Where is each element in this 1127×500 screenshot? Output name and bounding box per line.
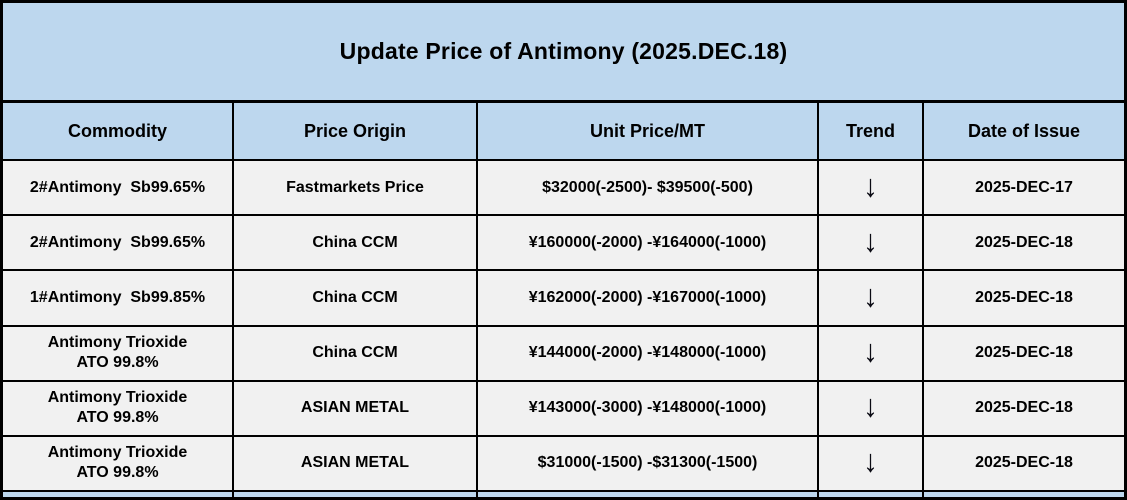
- partial-cell: [924, 492, 1124, 497]
- unit-price-cell: ¥144000(-2000) -¥148000(-1000): [478, 326, 819, 380]
- table-row: 2#Antimony Sb99.65% China CCM ¥160000(-2…: [3, 216, 1124, 272]
- price-origin-cell: ASIAN METAL: [234, 436, 478, 491]
- unit-price-cell: ¥143000(-3000) -¥148000(-1000): [478, 381, 819, 435]
- trend-cell: ↓: [819, 326, 924, 380]
- date-of-issue-cell: 2025-DEC-18: [975, 399, 1073, 417]
- down-arrow-icon: ↓: [863, 444, 878, 480]
- price-origin-cell: China CCM: [234, 326, 478, 380]
- column-header-unit-price: Unit Price/MT: [478, 103, 819, 159]
- commodity-grade: ATO 99.8%: [76, 464, 159, 482]
- column-header-price-origin: Price Origin: [234, 103, 478, 159]
- price-origin-cell: ASIAN METAL: [234, 381, 478, 435]
- unit-price-cell: $31000(-1500) -$31300(-1500): [478, 436, 819, 491]
- commodity-grade: ATO 99.8%: [76, 409, 159, 427]
- price-origin-cell: China CCM: [234, 216, 478, 270]
- unit-price-cell: ¥162000(-2000) -¥167000(-1000): [478, 271, 819, 325]
- date-of-issue-cell: 2025-DEC-18: [975, 288, 1073, 306]
- partial-cell: [3, 492, 234, 498]
- trend-cell: ↓: [819, 381, 924, 435]
- column-header-trend: Trend: [819, 103, 924, 159]
- date-of-issue-cell: 2025-DEC-18: [975, 454, 1073, 472]
- commodity-cell: 1#Antimony Sb99.85%: [3, 271, 234, 325]
- table-header-row: Commodity Price Origin Unit Price/MT Tre…: [3, 103, 1124, 161]
- commodity-name: 1#Antimony Sb99.85%: [29, 288, 206, 306]
- down-arrow-icon: ↓: [863, 223, 878, 259]
- next-row-partial-band: [3, 492, 1124, 498]
- table-row: Antimony Trioxide ATO 99.8% China CCM ¥1…: [3, 326, 1124, 382]
- partial-cell: [478, 492, 819, 498]
- price-origin-cell: China CCM: [234, 271, 478, 325]
- trend-cell: ↓: [819, 161, 924, 215]
- commodity-name: Antimony Trioxide: [47, 389, 188, 407]
- partial-cell: [819, 492, 924, 498]
- down-arrow-icon: ↓: [863, 168, 878, 204]
- commodity-grade: ATO 99.8%: [76, 354, 159, 372]
- date-of-issue-cell: 2025-DEC-17: [975, 178, 1073, 196]
- commodity-cell: Antimony Trioxide ATO 99.8%: [3, 326, 234, 380]
- commodity-cell: 2#Antimony Sb99.65%: [3, 216, 234, 270]
- trend-cell: ↓: [819, 271, 924, 325]
- commodity-cell: Antimony Trioxide ATO 99.8%: [3, 436, 234, 491]
- price-origin-cell: Fastmarkets Price: [234, 161, 478, 215]
- table-row: Antimony Trioxide ATO 99.8% ASIAN METAL …: [3, 381, 1124, 437]
- unit-price-cell: $32000(-2500)- $39500(-500): [478, 161, 819, 215]
- partial-cell: [234, 492, 478, 498]
- trend-cell: ↓: [819, 436, 924, 491]
- page-title: Update Price of Antimony (2025.DEC.18): [339, 38, 788, 64]
- date-of-issue-cell: 2025-DEC-18: [975, 344, 1073, 362]
- commodity-cell: 2#Antimony Sb99.65%: [3, 161, 234, 215]
- commodity-name: 2#Antimony Sb99.65%: [29, 233, 206, 251]
- column-header-commodity: Commodity: [3, 103, 234, 159]
- commodity-name: 2#Antimony Sb99.65%: [29, 178, 206, 196]
- table-row: 1#Antimony Sb99.85% China CCM ¥162000(-2…: [3, 271, 1124, 327]
- table-row: Antimony Trioxide ATO 99.8% ASIAN METAL …: [3, 436, 1124, 493]
- unit-price-cell: ¥160000(-2000) -¥164000(-1000): [478, 216, 819, 270]
- table-title-band: Update Price of Antimony (2025.DEC.18): [3, 3, 1124, 103]
- commodity-cell: Antimony Trioxide ATO 99.8%: [3, 381, 234, 435]
- down-arrow-icon: ↓: [863, 334, 878, 369]
- table-row: 2#Antimony Sb99.65% Fastmarkets Price $3…: [3, 161, 1124, 217]
- date-of-issue-cell: 2025-DEC-18: [975, 233, 1073, 251]
- commodity-name: Antimony Trioxide: [47, 334, 188, 352]
- down-arrow-icon: ↓: [863, 279, 878, 314]
- down-arrow-icon: ↓: [863, 389, 878, 425]
- trend-cell: ↓: [819, 216, 924, 270]
- commodity-name: Antimony Trioxide: [47, 444, 188, 462]
- column-header-date-of-issue: Date of Issue: [967, 120, 1081, 141]
